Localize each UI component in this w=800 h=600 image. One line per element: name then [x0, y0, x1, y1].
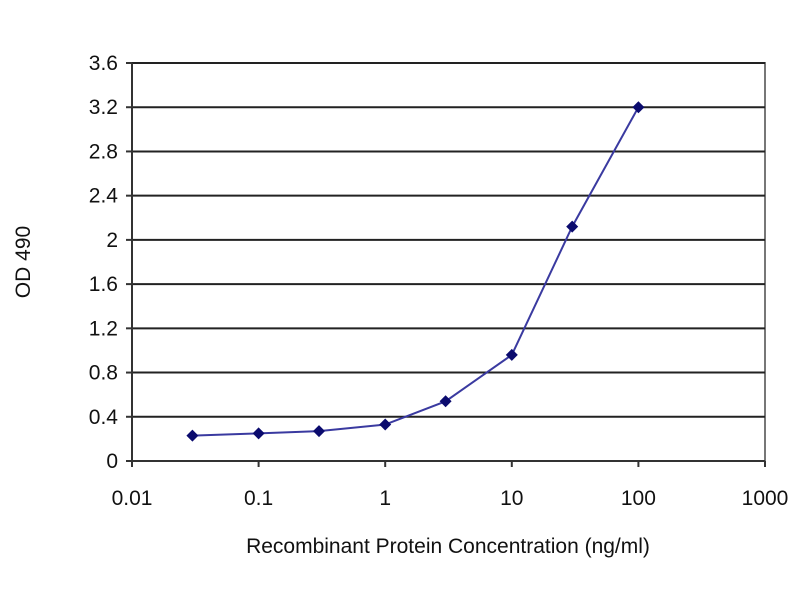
data-point-marker [186, 429, 199, 442]
plot-area [131, 62, 766, 462]
x-axis-title: Recombinant Protein Concentration (ng/ml… [246, 535, 650, 558]
data-point-marker [439, 395, 452, 408]
y-tick-label: 0.8 [89, 362, 118, 385]
y-gridlines [132, 62, 765, 418]
y-tick-label: 0 [106, 450, 118, 473]
series-group [186, 101, 645, 442]
x-tick-label: 0.01 [112, 487, 153, 510]
y-tick-label: 3.6 [89, 52, 118, 75]
y-tick-label: 2.4 [89, 185, 119, 208]
y-tick-label: 2 [106, 229, 118, 252]
x-tick-labels: 0.01 0.1 1 10 100 1000 [112, 461, 789, 510]
x-tick-label: 100 [621, 487, 656, 510]
series-line [192, 106, 640, 437]
y-tick-label: 1.6 [89, 273, 118, 296]
data-point-marker [505, 348, 518, 361]
y-tick-label: 2.8 [89, 140, 118, 163]
y-axis-title: OD 490 [12, 226, 35, 298]
x-tick-label: 1 [379, 487, 391, 510]
x-tick-label: 0.1 [244, 487, 273, 510]
data-point-marker [632, 101, 645, 114]
y-tick-label: 3.2 [89, 96, 118, 119]
data-point-marker [313, 425, 325, 438]
y-tick-labels: 0 0.4 0.8 1.2 1.6 2 2.4 2.8 3.2 3.6 [89, 52, 132, 473]
y-tick-label: 0.4 [89, 406, 119, 429]
data-point-marker [252, 427, 265, 440]
data-point-marker [566, 220, 579, 233]
x-tick-label: 10 [500, 487, 523, 510]
y-tick-label: 1.2 [89, 317, 118, 340]
x-tick-label: 1000 [742, 487, 789, 510]
data-point-marker [379, 418, 392, 431]
